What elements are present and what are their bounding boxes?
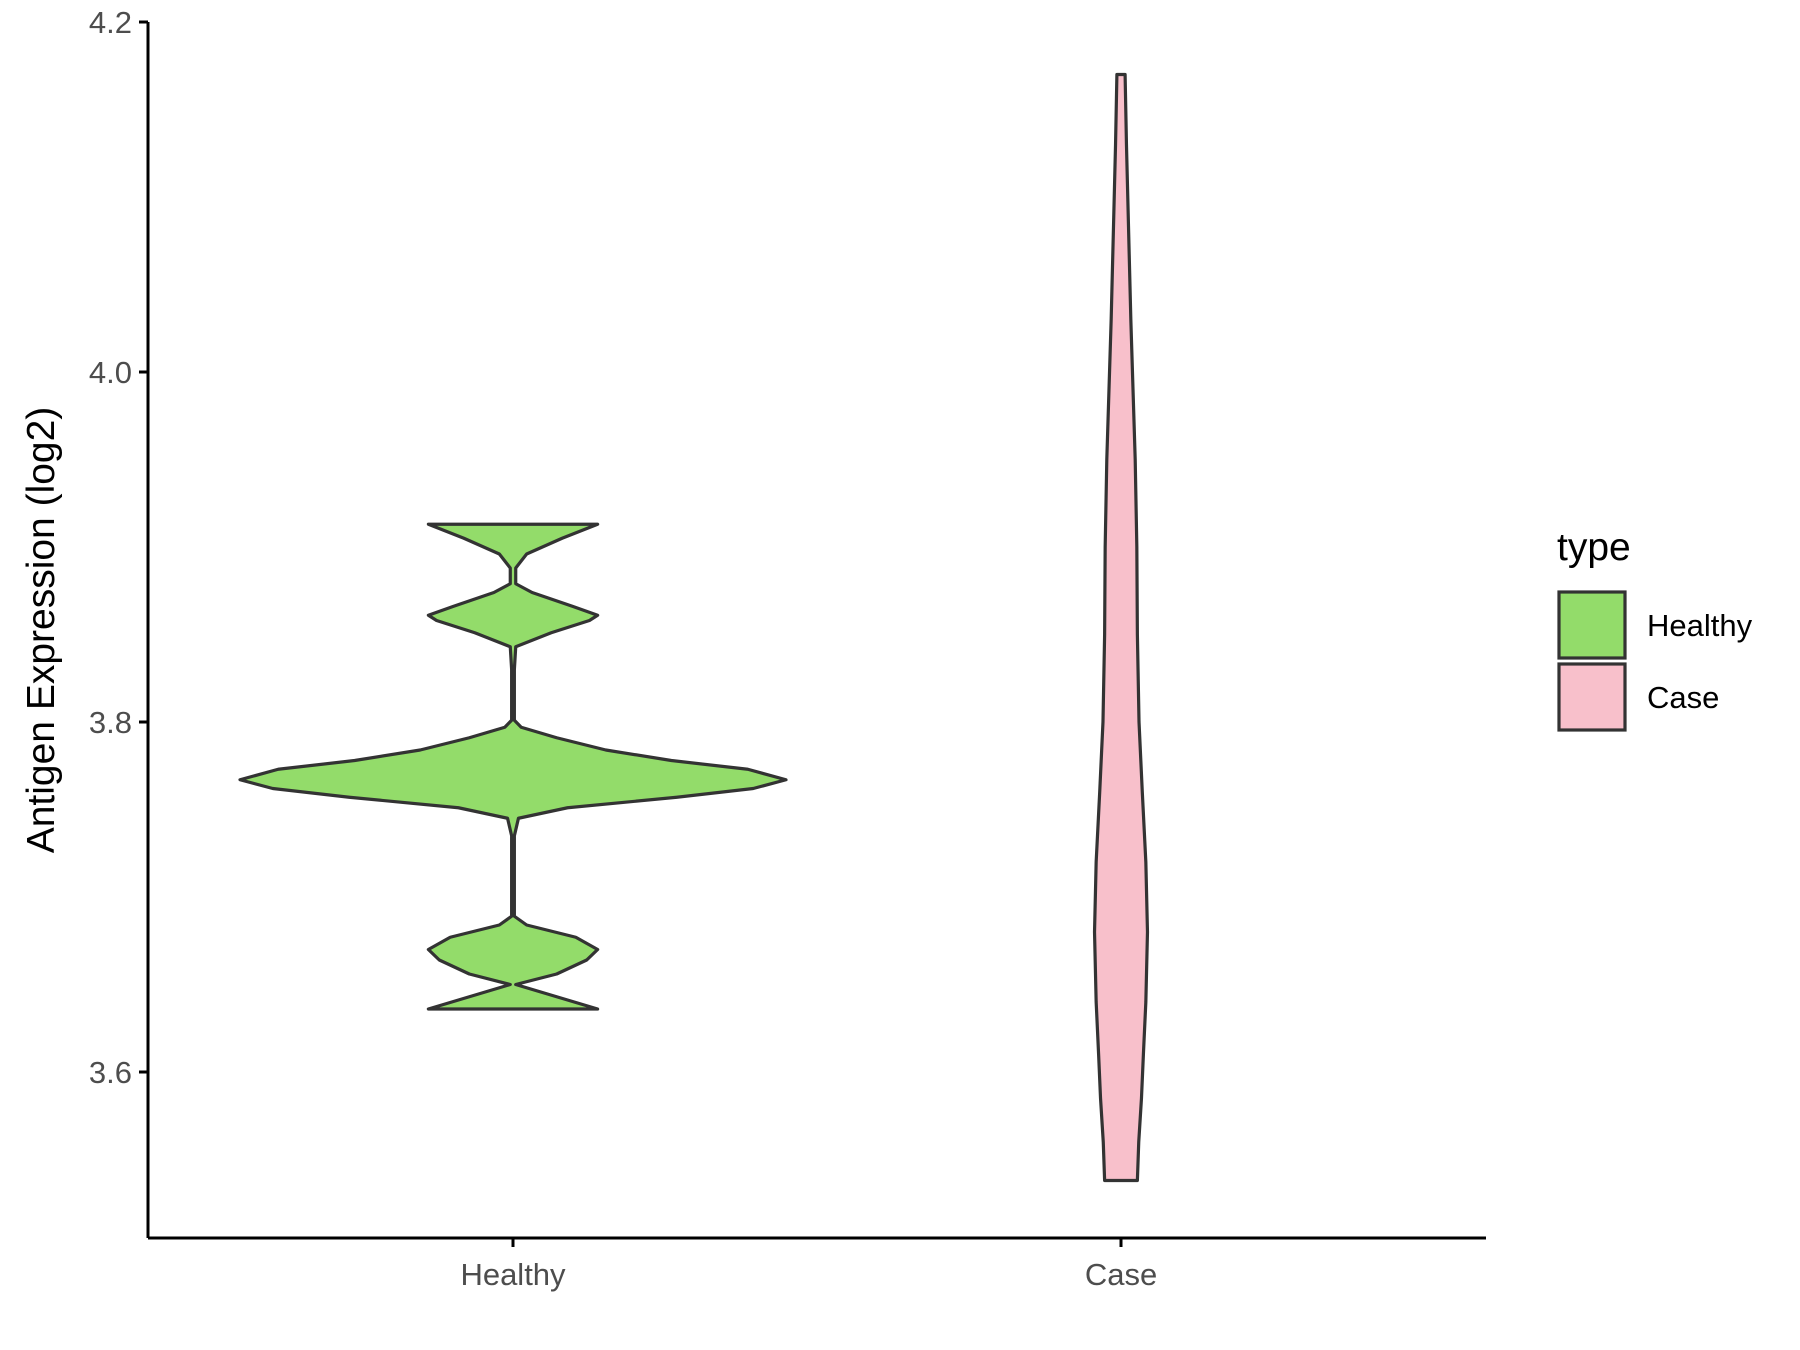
y-axis-ticks: 3.6 3.8 4.0 4.2 [89, 5, 148, 1090]
y-tick-label: 4.2 [89, 5, 132, 40]
legend-title: type [1557, 526, 1631, 569]
y-tick-label: 3.6 [89, 1055, 132, 1090]
legend-swatch-healthy [1557, 590, 1627, 660]
x-axis-ticks: Healthy Case [460, 1238, 1157, 1292]
x-tick-label: Healthy [460, 1257, 566, 1292]
legend: type Healthy Case [1557, 526, 1753, 732]
violin-healthy [238, 522, 788, 1011]
violin-group [238, 72, 1150, 1183]
legend-swatch-case [1557, 662, 1627, 732]
y-axis-title: Antigen Expression (log2) [20, 407, 63, 854]
legend-items: Healthy Case [1557, 590, 1753, 732]
y-tick-label: 3.8 [89, 705, 132, 740]
legend-label-case: Case [1647, 680, 1719, 715]
y-tick-label: 4.0 [89, 355, 132, 390]
legend-label-healthy: Healthy [1647, 608, 1753, 643]
x-tick-label: Case [1085, 1257, 1157, 1292]
violin-case [1092, 72, 1150, 1183]
